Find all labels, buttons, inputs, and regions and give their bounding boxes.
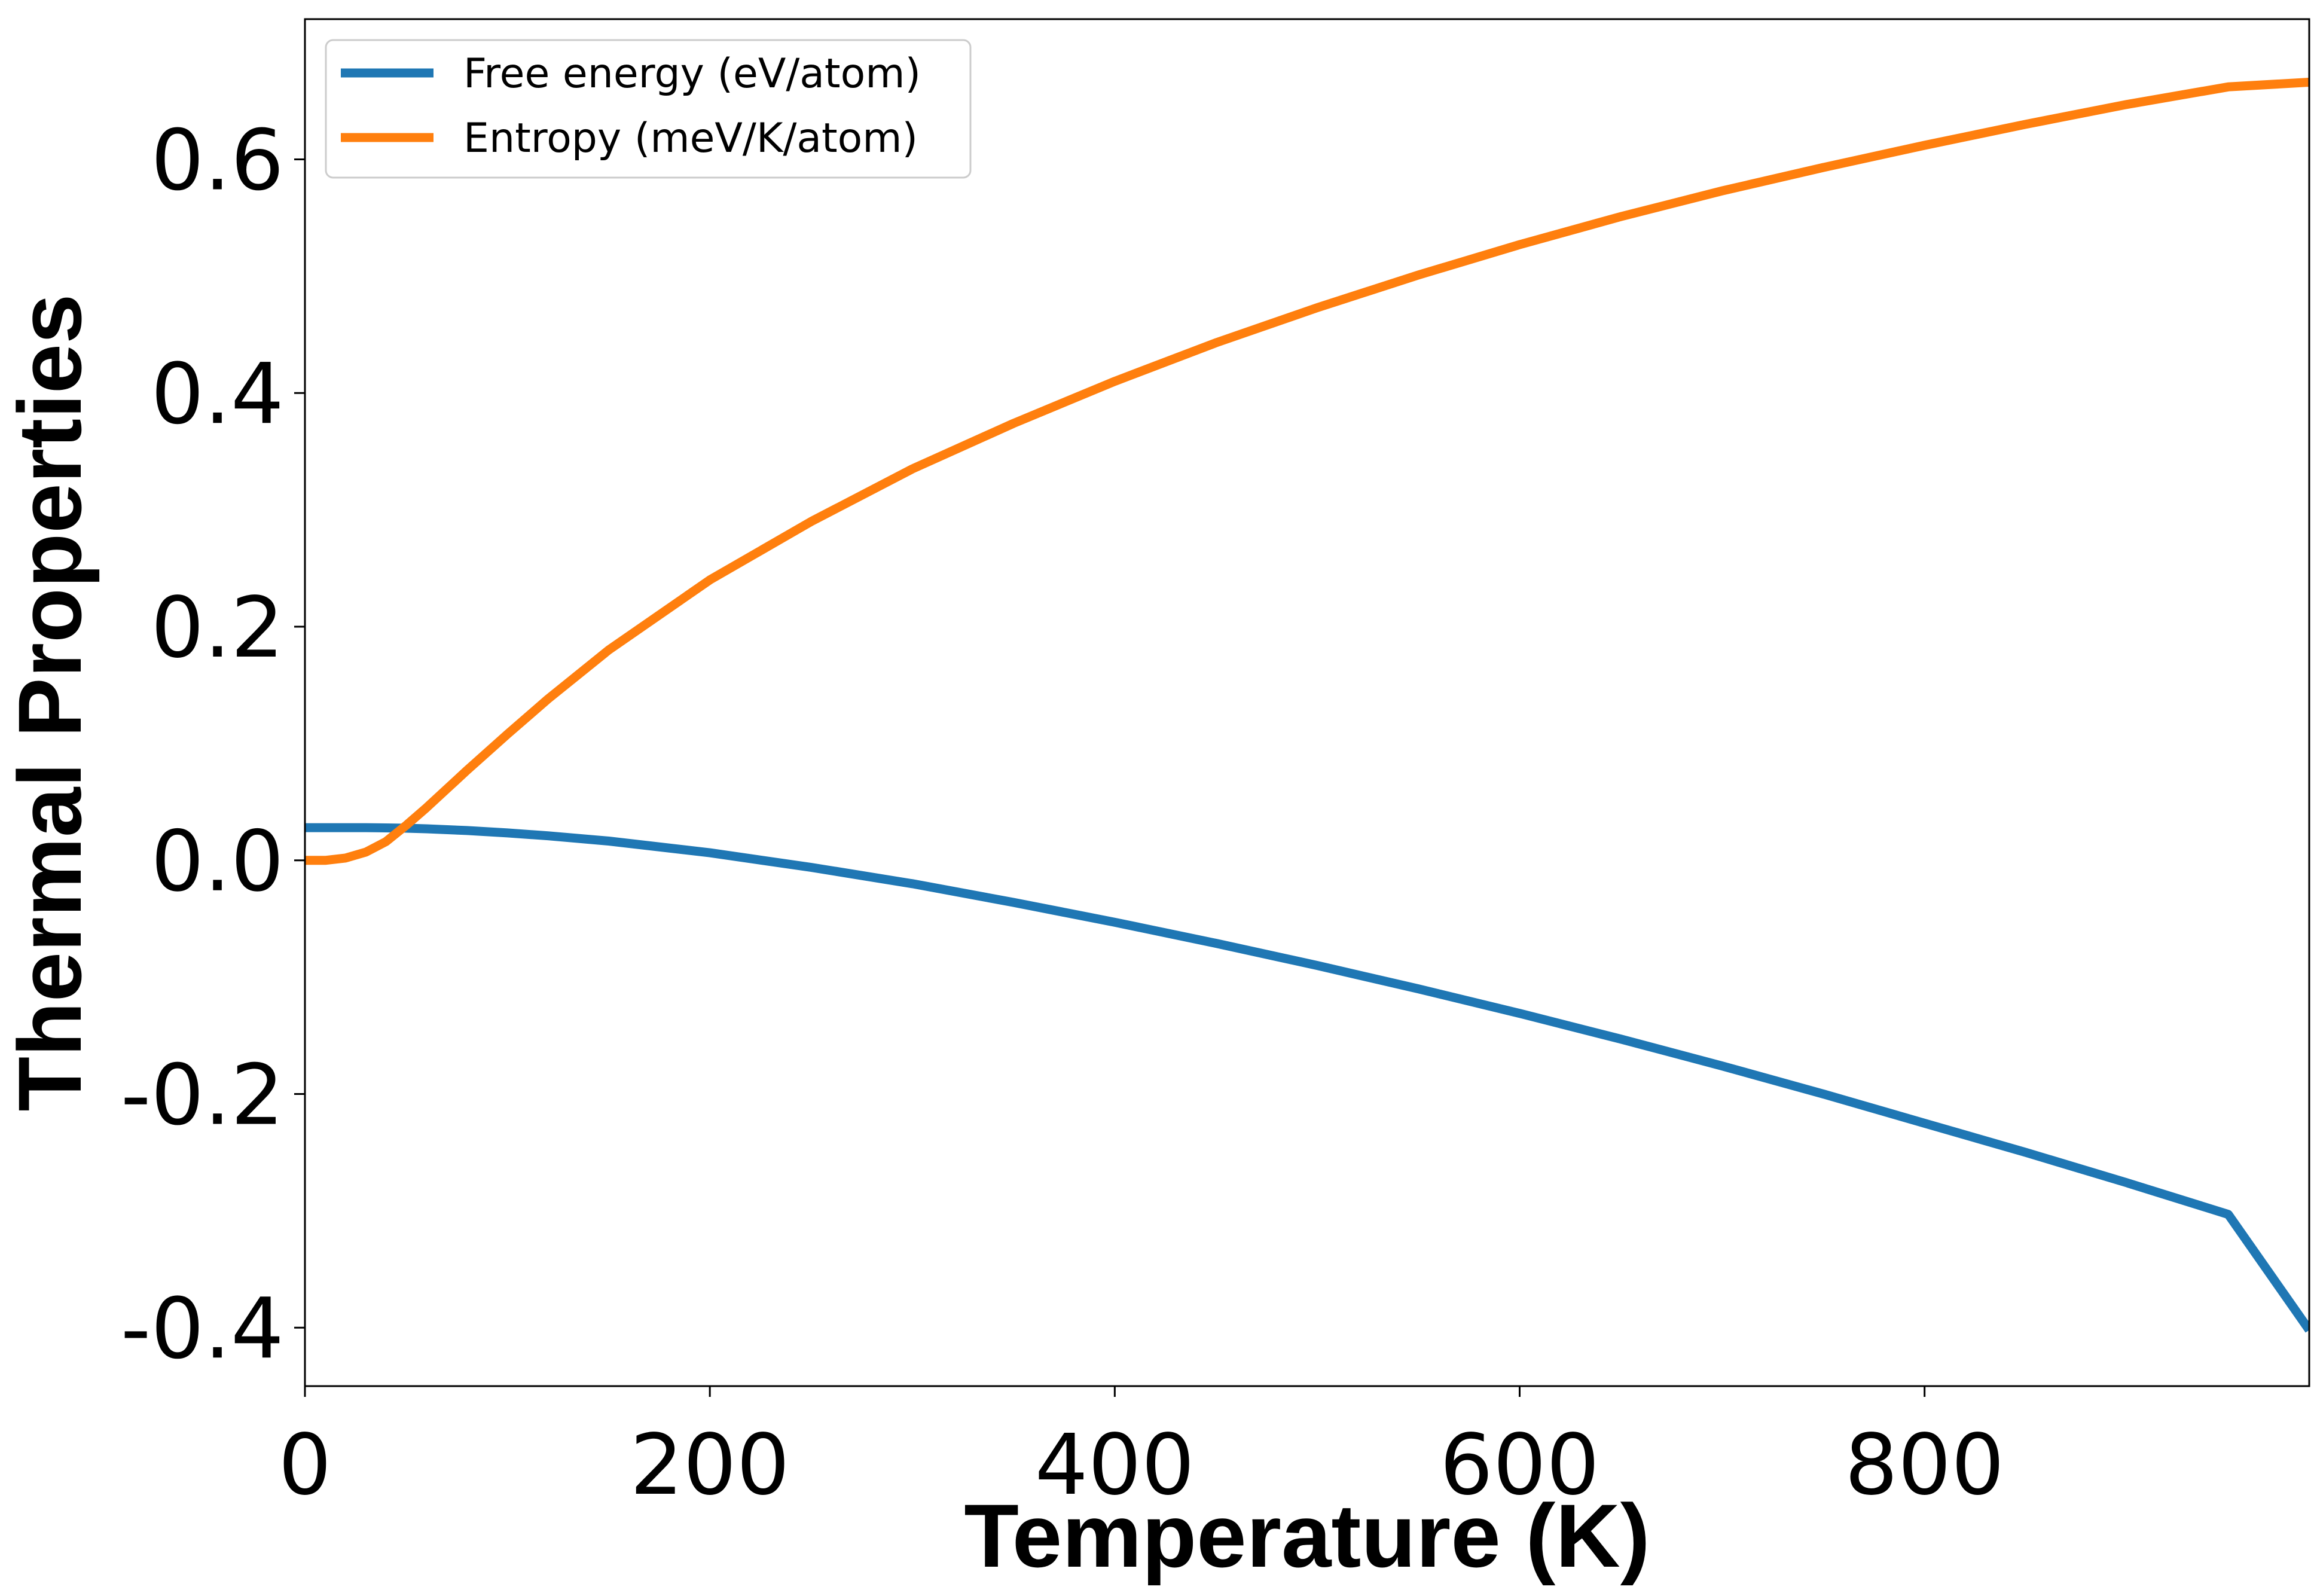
legend: Free energy (eV/atom) Entropy (meV/K/atom…: [325, 39, 972, 179]
y-tick-label-3: 0.2: [151, 579, 284, 677]
x-tick-label-2: 400: [1035, 1417, 1195, 1514]
x-tick-label-1: 200: [630, 1417, 790, 1514]
y-tick-label-1: -0.2: [121, 1047, 284, 1145]
y-axis-title: Thermal Properties: [0, 294, 100, 1111]
series-line-1: [305, 78, 2309, 865]
y-tick-label-2: 0.0: [151, 813, 284, 911]
x-axis-title: Temperature (K): [964, 1485, 1650, 1586]
legend-box: [325, 39, 972, 179]
plot-frame: [304, 18, 2310, 1387]
ticks-layer: 0 200 400 600 800 -0.4 -0.2 0.0 0.2 0.4 0.6: [121, 112, 2004, 1514]
series-layer: [305, 78, 2309, 1333]
x-tick-label-3: 600: [1440, 1417, 1599, 1514]
y-tick-label-4: 0.4: [151, 346, 284, 443]
x-tick-label-0: 0: [278, 1417, 331, 1514]
legend-label-0: Free energy (eV/atom): [463, 50, 921, 97]
x-tick-label-4: 800: [1845, 1417, 2004, 1514]
legend-label-1: Entropy (meV/K/atom): [463, 115, 918, 162]
y-tick-label-0: -0.4: [121, 1280, 284, 1378]
y-tick-label-5: 0.6: [151, 112, 284, 209]
